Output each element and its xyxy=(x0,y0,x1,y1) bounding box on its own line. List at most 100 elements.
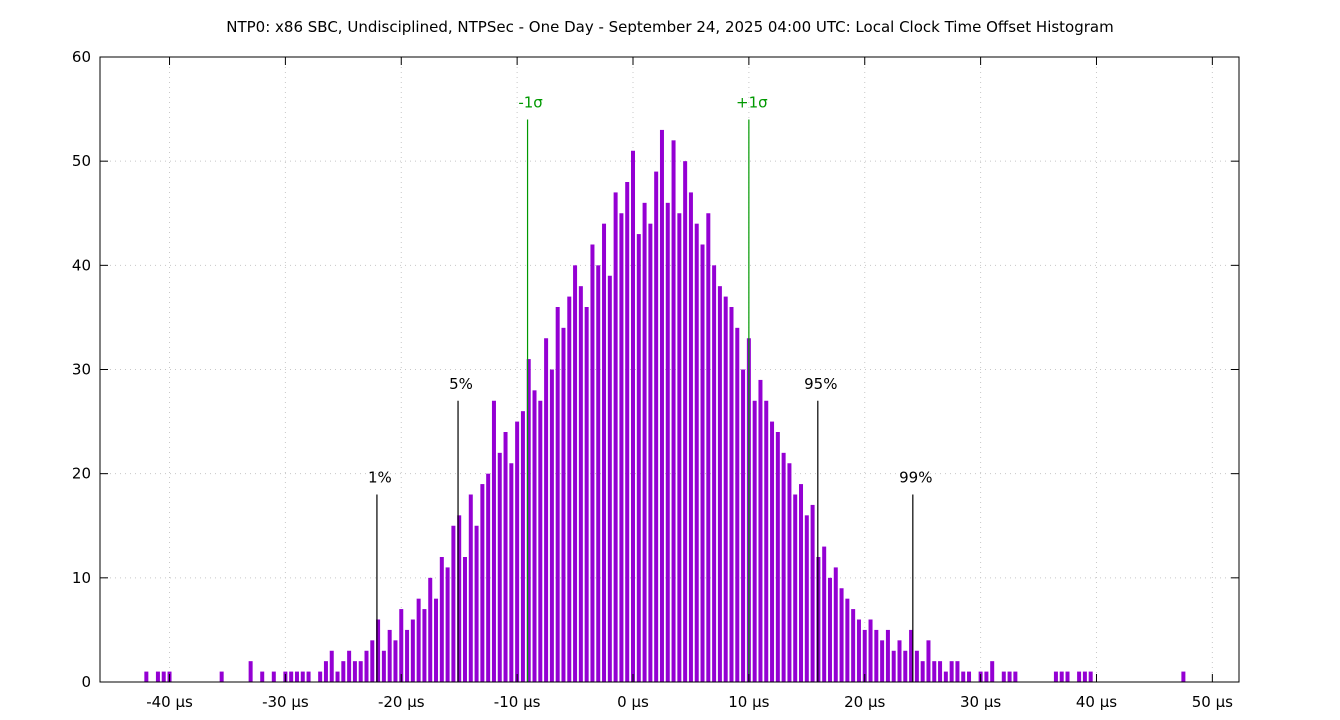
histogram-bar xyxy=(839,588,844,682)
histogram-bar xyxy=(764,400,769,682)
histogram-bar xyxy=(694,223,699,682)
histogram-bar xyxy=(532,390,537,682)
histogram-bar xyxy=(335,671,340,682)
histogram-bar xyxy=(1007,671,1012,682)
bars xyxy=(144,129,1186,683)
histogram-bar xyxy=(799,484,804,682)
histogram-bar xyxy=(323,661,328,682)
x-tick-label: -20 µs xyxy=(378,693,425,711)
histogram-bar xyxy=(1001,671,1006,682)
y-tick-label: 50 xyxy=(72,152,91,170)
histogram-bar xyxy=(659,129,664,682)
histogram-bar xyxy=(822,546,827,682)
histogram-bar xyxy=(909,629,914,682)
histogram-bar xyxy=(1088,671,1093,682)
histogram-bar xyxy=(434,598,439,682)
y-tick-label: 40 xyxy=(72,256,91,274)
histogram-bar xyxy=(144,671,149,682)
histogram-bar xyxy=(810,504,815,682)
x-tick-label: -30 µs xyxy=(262,693,309,711)
histogram-bar xyxy=(289,671,294,682)
x-tick-label: 0 µs xyxy=(617,693,649,711)
x-tick-label: 30 µs xyxy=(960,693,1001,711)
histogram-bar xyxy=(688,192,693,682)
histogram-bar xyxy=(387,629,392,682)
histogram-bar xyxy=(1065,671,1070,682)
histogram-bar xyxy=(584,307,589,682)
histogram-bar xyxy=(619,213,624,682)
histogram-bar xyxy=(515,421,520,682)
histogram-bar xyxy=(352,661,357,682)
histogram-bar xyxy=(376,619,381,682)
histogram-bar xyxy=(486,473,491,682)
histogram-bar xyxy=(851,609,856,682)
histogram-bar xyxy=(318,671,323,682)
marker-label: 95% xyxy=(804,375,837,393)
histogram-bar xyxy=(596,265,601,682)
plot-frame xyxy=(99,56,1240,683)
histogram-bar xyxy=(155,671,160,682)
histogram-bar xyxy=(613,192,618,682)
histogram-bar xyxy=(961,671,966,682)
histogram-bar xyxy=(967,671,972,682)
y-tick-label: 20 xyxy=(72,465,91,483)
histogram-bar xyxy=(642,202,647,683)
histogram-bar xyxy=(602,223,607,682)
histogram-bar xyxy=(393,640,398,682)
histogram-bar xyxy=(891,650,896,682)
axes: 0 10 20 30 40 50 60 -40 µs -30 µs -20 µs -10 µs 0 µ… xyxy=(72,48,1240,711)
histogram-bar xyxy=(503,432,508,682)
histogram-bar xyxy=(845,598,850,682)
histogram-bar xyxy=(561,327,566,682)
histogram-bar xyxy=(1059,671,1064,682)
histogram-bar xyxy=(874,629,879,682)
histogram-bar xyxy=(793,494,798,682)
histogram-bar xyxy=(758,379,763,682)
x-tick-label: 40 µs xyxy=(1076,693,1117,711)
histogram-bar xyxy=(717,286,722,682)
histogram-bar xyxy=(741,369,746,682)
histogram-bar xyxy=(903,650,908,682)
x-tick-label: -40 µs xyxy=(146,693,193,711)
histogram-bar xyxy=(665,202,670,683)
histogram-bar xyxy=(462,557,467,682)
histogram-bar xyxy=(381,650,386,682)
histogram-bar xyxy=(567,296,572,682)
histogram-bar xyxy=(955,661,960,682)
histogram-bar xyxy=(468,494,473,682)
histogram-bar xyxy=(161,671,166,682)
histogram-bar xyxy=(439,557,444,682)
histogram-bar xyxy=(1053,671,1058,682)
histogram-bar xyxy=(451,525,456,682)
marker-label: 1% xyxy=(368,469,392,487)
histogram-bar xyxy=(219,671,224,682)
histogram-bar xyxy=(538,400,543,682)
histogram-bar xyxy=(405,629,410,682)
histogram-bar xyxy=(984,671,989,682)
histogram-bar xyxy=(804,515,809,682)
histogram-bar xyxy=(474,525,479,682)
histogram-bar xyxy=(364,650,369,682)
histogram-bar xyxy=(358,661,363,682)
histogram-bar xyxy=(248,661,253,682)
histogram-bar xyxy=(770,421,775,682)
histogram-bar xyxy=(526,359,531,682)
histogram-bar xyxy=(775,432,780,682)
y-tick-label: 60 xyxy=(72,48,91,66)
histogram-bar xyxy=(544,338,549,682)
histogram-bar xyxy=(949,661,954,682)
histogram-bar xyxy=(520,411,525,682)
histogram-bar xyxy=(445,567,450,682)
histogram-bar xyxy=(294,671,299,682)
histogram-bar xyxy=(607,275,612,682)
histogram-bar xyxy=(578,286,583,682)
histogram-bar xyxy=(306,671,311,682)
histogram-bar xyxy=(457,515,462,682)
histogram-bar xyxy=(752,400,757,682)
histogram-bar xyxy=(787,463,792,682)
y-tick-label: 30 xyxy=(72,361,91,379)
histogram-bar xyxy=(631,150,636,682)
histogram-bar xyxy=(422,609,427,682)
histogram-bar xyxy=(723,296,728,682)
histogram-bar xyxy=(654,171,659,683)
